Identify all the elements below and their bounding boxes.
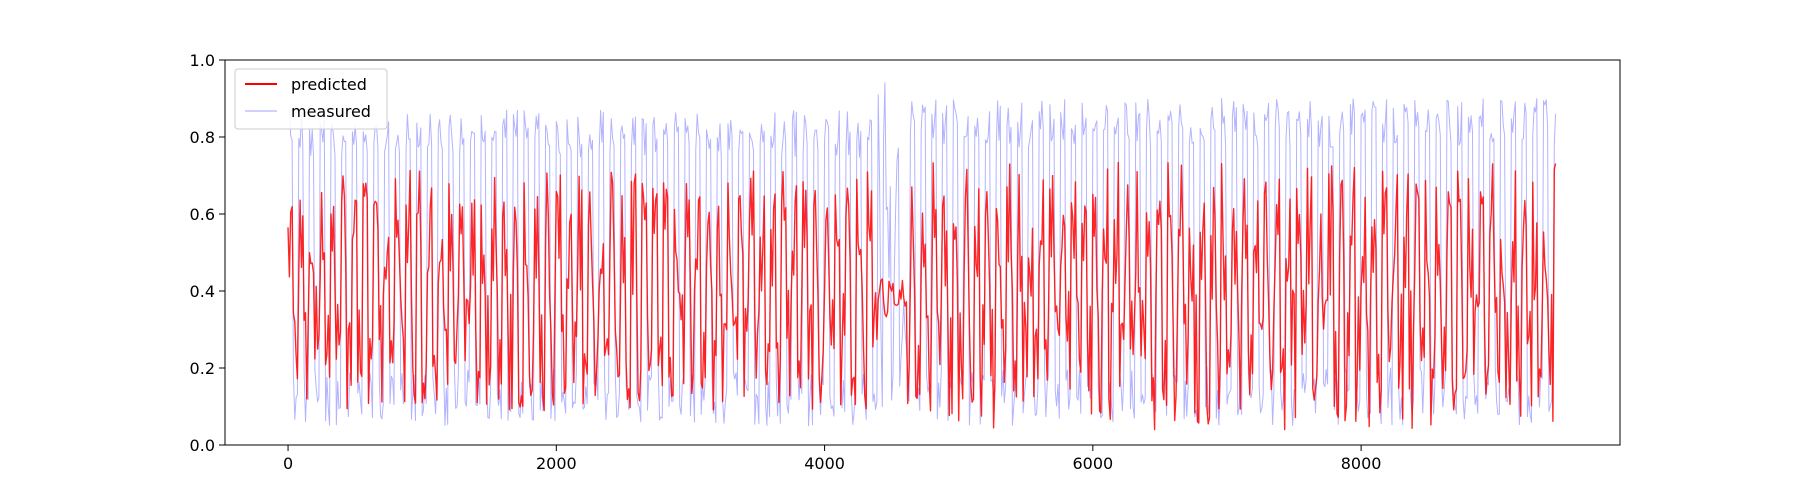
legend: predicted measured xyxy=(234,68,388,130)
axes-frame xyxy=(224,59,1621,446)
y-tick-label: 0.2 xyxy=(190,359,215,378)
x-tick-label: 6000 xyxy=(1072,454,1113,473)
x-axis: 0 2000 4000 6000 8000 xyxy=(283,445,1382,473)
y-tick-label: 0.8 xyxy=(190,128,215,147)
y-tick-label: 1.0 xyxy=(190,51,215,70)
x-tick-label: 8000 xyxy=(1341,454,1382,473)
x-tick-label: 2000 xyxy=(536,454,577,473)
x-tick-label: 4000 xyxy=(804,454,845,473)
x-tick-label: 0 xyxy=(283,454,293,473)
series-line-predicted xyxy=(287,161,1557,431)
y-tick-label: 0.6 xyxy=(190,205,215,224)
series-layer xyxy=(287,82,1557,431)
legend-label-measured: measured xyxy=(291,102,371,121)
y-axis: 0.0 0.2 0.4 0.6 0.8 1.0 xyxy=(190,51,225,455)
y-tick-label: 0.4 xyxy=(190,282,215,301)
y-tick-label: 0.0 xyxy=(190,436,215,455)
legend-label-predicted: predicted xyxy=(291,75,367,94)
